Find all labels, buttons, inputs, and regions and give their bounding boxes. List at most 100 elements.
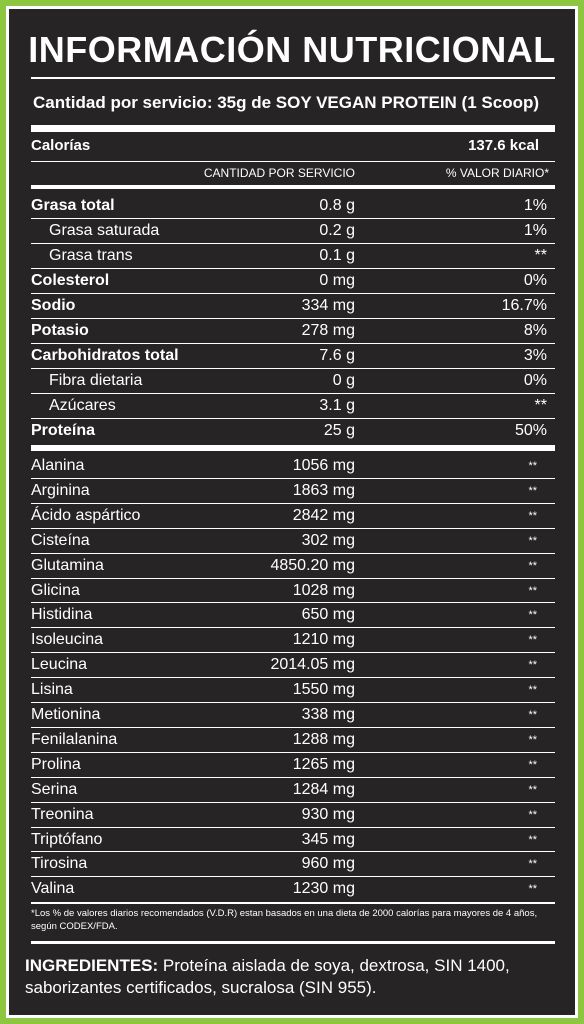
aminoacid-row: Leucina 2014.05 mg ** (31, 653, 555, 678)
row-daily-value: ** (528, 833, 537, 846)
row-amount: 3.1 g (319, 397, 355, 414)
row-divider (31, 527, 555, 529)
aminoacid-row: Triptófano 345 mg ** (31, 828, 555, 853)
row-name: Proteína (31, 422, 96, 439)
nutrient-row: Grasa saturada 0.2 g 1% (31, 219, 555, 244)
nutrient-row: Sodio 334 mg 16.7% (31, 294, 555, 319)
medium-divider (31, 185, 555, 189)
row-divider (31, 577, 555, 579)
ingredients-label: INGREDIENTES: (25, 956, 159, 975)
row-amount: 334 mg (301, 297, 355, 314)
row-daily-value: ** (528, 484, 537, 497)
aminoacid-row: Serina 1284 mg ** (31, 778, 555, 803)
row-amount: 0 g (332, 372, 355, 389)
row-name: Tirosina (31, 855, 88, 873)
row-divider (31, 876, 555, 878)
row-daily-value: ** (528, 460, 537, 472)
row-daily-value: ** (528, 684, 537, 697)
nutrient-row: Fibra dietaria 0 g 0% (31, 369, 555, 394)
row-amount: 302 mg (301, 531, 355, 549)
row-divider (31, 343, 555, 344)
row-name: Colesterol (31, 272, 110, 289)
divider (31, 161, 555, 162)
aminoacid-row: Glicina 1028 mg ** (31, 579, 555, 604)
title-rule (31, 77, 555, 79)
dv-header: % VALOR DIARIO* (445, 166, 549, 180)
row-divider (31, 318, 555, 319)
row-divider (31, 627, 555, 629)
row-daily-value: ** (528, 659, 537, 672)
row-name: Prolina (31, 755, 81, 773)
row-name: Serina (31, 780, 78, 798)
row-daily-value: 8% (523, 322, 547, 339)
footnote-rule (31, 902, 555, 904)
aminoacid-row: Ácido aspártico 2842 mg ** (31, 504, 555, 529)
row-amount: 2842 mg (292, 506, 355, 524)
row-daily-value: ** (528, 758, 537, 771)
nutrition-label: INFORMACIÓN NUTRICIONAL Cantidad por ser… (9, 9, 575, 1015)
row-name: Isoleucina (31, 631, 104, 649)
row-amount: 930 mg (301, 805, 355, 823)
row-amount: 1284 mg (292, 780, 355, 798)
row-daily-value: 3% (523, 347, 547, 364)
row-name: Lisina (31, 681, 73, 699)
row-name: Fenilalanina (31, 730, 118, 748)
aminoacid-row: Treonina 930 mg ** (31, 803, 555, 828)
row-name: Potasio (31, 322, 89, 339)
row-amount: 1230 mg (292, 880, 355, 898)
row-amount: 25 g (323, 422, 355, 439)
thick-divider-amino (31, 445, 555, 451)
row-name: Triptófano (31, 830, 103, 848)
row-name: Histidina (31, 606, 93, 624)
row-amount: 650 mg (301, 606, 355, 624)
nutrient-row: Grasa trans 0.1 g ** (31, 244, 555, 269)
row-amount: 338 mg (301, 706, 355, 723)
row-name: Grasa saturada (49, 222, 160, 239)
serving-size: Cantidad por servicio: 35g de SOY VEGAN … (33, 93, 540, 112)
row-daily-value: 50% (514, 422, 547, 439)
row-daily-value: ** (528, 709, 537, 721)
row-name: Grasa trans (49, 247, 133, 264)
row-divider (31, 776, 555, 778)
nutrient-row: Proteína 25 g 50% (31, 419, 555, 444)
row-divider (31, 726, 555, 728)
aminoacid-row: Histidina 650 mg ** (31, 603, 555, 628)
row-amount: 1265 mg (292, 755, 355, 773)
row-daily-value: ** (534, 397, 547, 414)
ingredients-rule (31, 941, 555, 944)
row-amount: 1056 mg (292, 457, 355, 474)
row-divider (31, 243, 555, 244)
row-divider (31, 268, 555, 269)
row-divider (31, 393, 555, 394)
row-divider (31, 826, 555, 828)
thick-divider (31, 125, 555, 132)
row-name: Ácido aspártico (31, 506, 141, 524)
row-amount: 0.1 g (319, 247, 355, 264)
aminoacid-row: Valina 1230 mg ** (31, 877, 555, 902)
row-amount: 1550 mg (292, 681, 355, 699)
row-daily-value: ** (534, 247, 547, 264)
row-amount: 278 mg (301, 322, 355, 339)
nutrient-row: Azúcares 3.1 g ** (31, 394, 555, 419)
row-name: Leucina (31, 656, 88, 674)
row-daily-value: ** (528, 509, 537, 522)
row-daily-value: 1% (523, 222, 547, 239)
row-daily-value: ** (528, 783, 537, 796)
row-amount: 1210 mg (292, 631, 355, 649)
aminoacid-row: Prolina 1265 mg ** (31, 753, 555, 778)
row-name: Alanina (31, 457, 85, 474)
row-name: Glicina (31, 581, 80, 599)
row-daily-value: ** (528, 808, 537, 821)
row-name: Azúcares (49, 397, 116, 414)
calories-value: 137.6 kcal (468, 137, 539, 154)
row-amount: 2014.05 mg (270, 656, 355, 674)
row-divider (31, 218, 555, 219)
row-amount: 1863 mg (292, 481, 355, 499)
row-divider (31, 502, 555, 504)
aminoacid-row: Isoleucina 1210 mg ** (31, 628, 555, 653)
row-amount: 1288 mg (292, 730, 355, 748)
row-name: Sodio (31, 297, 76, 314)
row-name: Fibra dietaria (49, 372, 143, 389)
aminoacid-row: Glutamina 4850.20 mg ** (31, 554, 555, 579)
row-amount: 960 mg (301, 855, 355, 873)
